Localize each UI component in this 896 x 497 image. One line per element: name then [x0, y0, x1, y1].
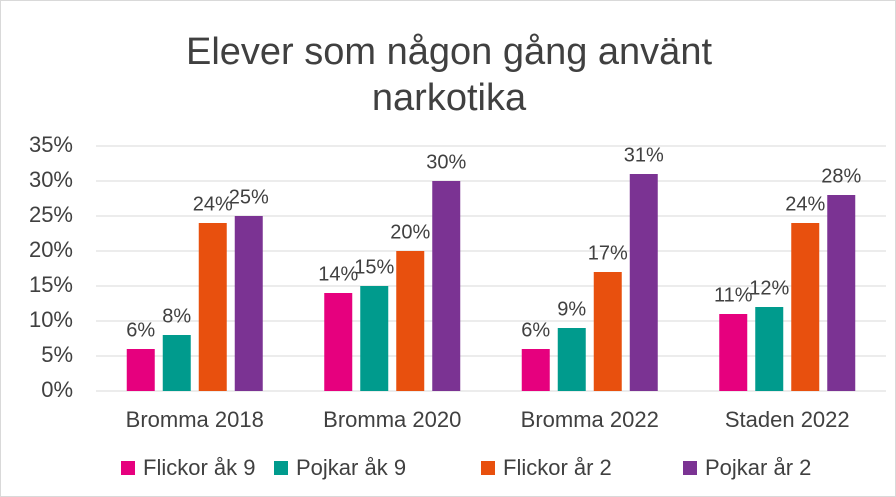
- y-tick-label: 35%: [29, 132, 73, 157]
- x-tick-label: Bromma 2020: [323, 407, 461, 432]
- bar: [557, 328, 586, 391]
- bar: [360, 286, 389, 391]
- y-tick-label: 5%: [41, 342, 73, 367]
- x-tick-label: Bromma 2022: [521, 407, 659, 432]
- x-tick-label: Staden 2022: [725, 407, 850, 432]
- data-label: 14%: [318, 263, 358, 285]
- data-label: 11%: [714, 284, 753, 306]
- data-label: 17%: [588, 242, 628, 264]
- legend-label: Pojkar åk 9: [296, 455, 406, 480]
- data-label: 6%: [521, 319, 550, 341]
- bar: [162, 335, 191, 391]
- legend-label: Pojkar år 2: [705, 455, 811, 480]
- data-label: 24%: [785, 193, 825, 215]
- bar: [755, 307, 784, 391]
- bar: [719, 314, 748, 391]
- bar: [432, 181, 461, 391]
- y-tick-label: 0%: [41, 377, 73, 402]
- data-label: 6%: [126, 319, 155, 341]
- data-label: 12%: [749, 277, 789, 299]
- legend-label: Flickor åk 9: [143, 455, 255, 480]
- legend-swatch: [683, 461, 697, 475]
- bar: [198, 223, 227, 391]
- y-tick-label: 10%: [29, 307, 73, 332]
- bar: [396, 251, 425, 391]
- y-tick-label: 25%: [29, 202, 73, 227]
- y-tick-label: 15%: [29, 272, 73, 297]
- data-label: 30%: [426, 151, 466, 173]
- chart-title: Elever som någon gång använt narkotika: [185, 31, 713, 119]
- bar: [521, 349, 550, 391]
- bar: [629, 174, 658, 391]
- bar: [827, 195, 856, 391]
- legend-swatch: [274, 461, 288, 475]
- data-label: 31%: [624, 144, 664, 166]
- legend-label: Flickor år 2: [503, 455, 612, 480]
- bar: [234, 216, 263, 391]
- y-tick-label: 30%: [29, 167, 73, 192]
- data-label: 15%: [354, 256, 394, 278]
- y-tick-label: 20%: [29, 237, 73, 262]
- bar: [324, 293, 353, 391]
- data-label: 8%: [162, 305, 191, 327]
- data-label: 24%: [193, 193, 233, 215]
- data-label: 20%: [390, 221, 430, 243]
- x-tick-label: Bromma 2018: [126, 407, 264, 432]
- legend-swatch: [481, 461, 495, 475]
- data-label: 9%: [557, 298, 586, 320]
- legend-swatch: [121, 461, 135, 475]
- bar: [126, 349, 155, 391]
- data-label: 25%: [229, 186, 269, 208]
- bar: [593, 272, 622, 391]
- data-label: 28%: [821, 165, 861, 187]
- bar: [791, 223, 820, 391]
